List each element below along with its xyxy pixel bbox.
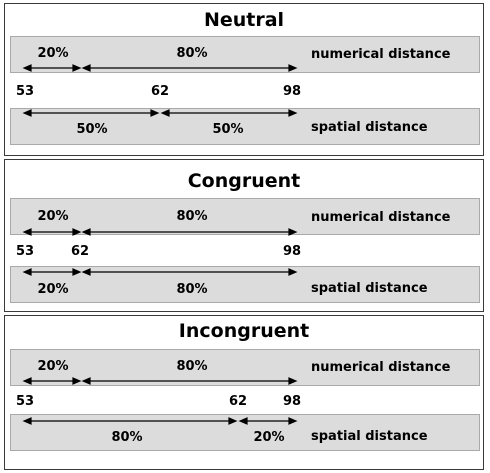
spatial-arrows (22, 109, 298, 117)
spatial-percent-right: 20% (253, 430, 285, 445)
number-62: 62 (70, 244, 90, 259)
spatial-percent-left: 50% (76, 122, 108, 137)
numerical-distance-label: numerical distance (311, 360, 451, 375)
numerical-percent-left: 20% (37, 46, 69, 61)
spatial-arrows (22, 417, 298, 425)
spatial-percent-left: 80% (111, 430, 143, 445)
numerical-band (10, 198, 480, 235)
numerical-distance-label: numerical distance (311, 210, 451, 225)
panel-title: Neutral (203, 9, 285, 31)
spatial-percent-right: 50% (212, 122, 244, 137)
spatial-arrows (22, 268, 298, 276)
numerical-arrows (22, 377, 298, 385)
spatial-distance-label: spatial distance (311, 281, 428, 296)
numerical-percent-left: 20% (37, 209, 69, 224)
numerical-percent-right: 80% (176, 46, 208, 61)
numerical-percent-right: 80% (176, 359, 208, 374)
numerical-percent-right: 80% (176, 209, 208, 224)
panel-congruent: Congruent 20% 80% numerical distance 53 … (4, 159, 484, 312)
numerical-distance-label: numerical distance (311, 47, 451, 62)
spatial-percent-left: 20% (37, 282, 69, 297)
number-53: 53 (15, 394, 35, 409)
number-98: 98 (282, 84, 302, 99)
panel-title: Congruent (187, 170, 301, 192)
spatial-distance-label: spatial distance (311, 120, 428, 135)
spatial-band (10, 108, 480, 145)
spatial-percent-right: 80% (176, 282, 208, 297)
panel-title: Incongruent (178, 320, 310, 342)
numerical-arrows (22, 64, 298, 72)
spatial-distance-label: spatial distance (311, 429, 428, 444)
panel-incongruent: Incongruent 20% 80% numerical distance 5… (4, 315, 484, 470)
number-62: 62 (228, 394, 248, 409)
panel-neutral: Neutral 20% 80% numerical distance 53 62… (4, 3, 484, 156)
number-98: 98 (282, 244, 302, 259)
numerical-arrows (22, 228, 298, 236)
numerical-percent-left: 20% (37, 359, 69, 374)
number-53: 53 (15, 84, 35, 99)
number-98: 98 (282, 394, 302, 409)
number-62: 62 (150, 84, 170, 99)
number-53: 53 (15, 244, 35, 259)
